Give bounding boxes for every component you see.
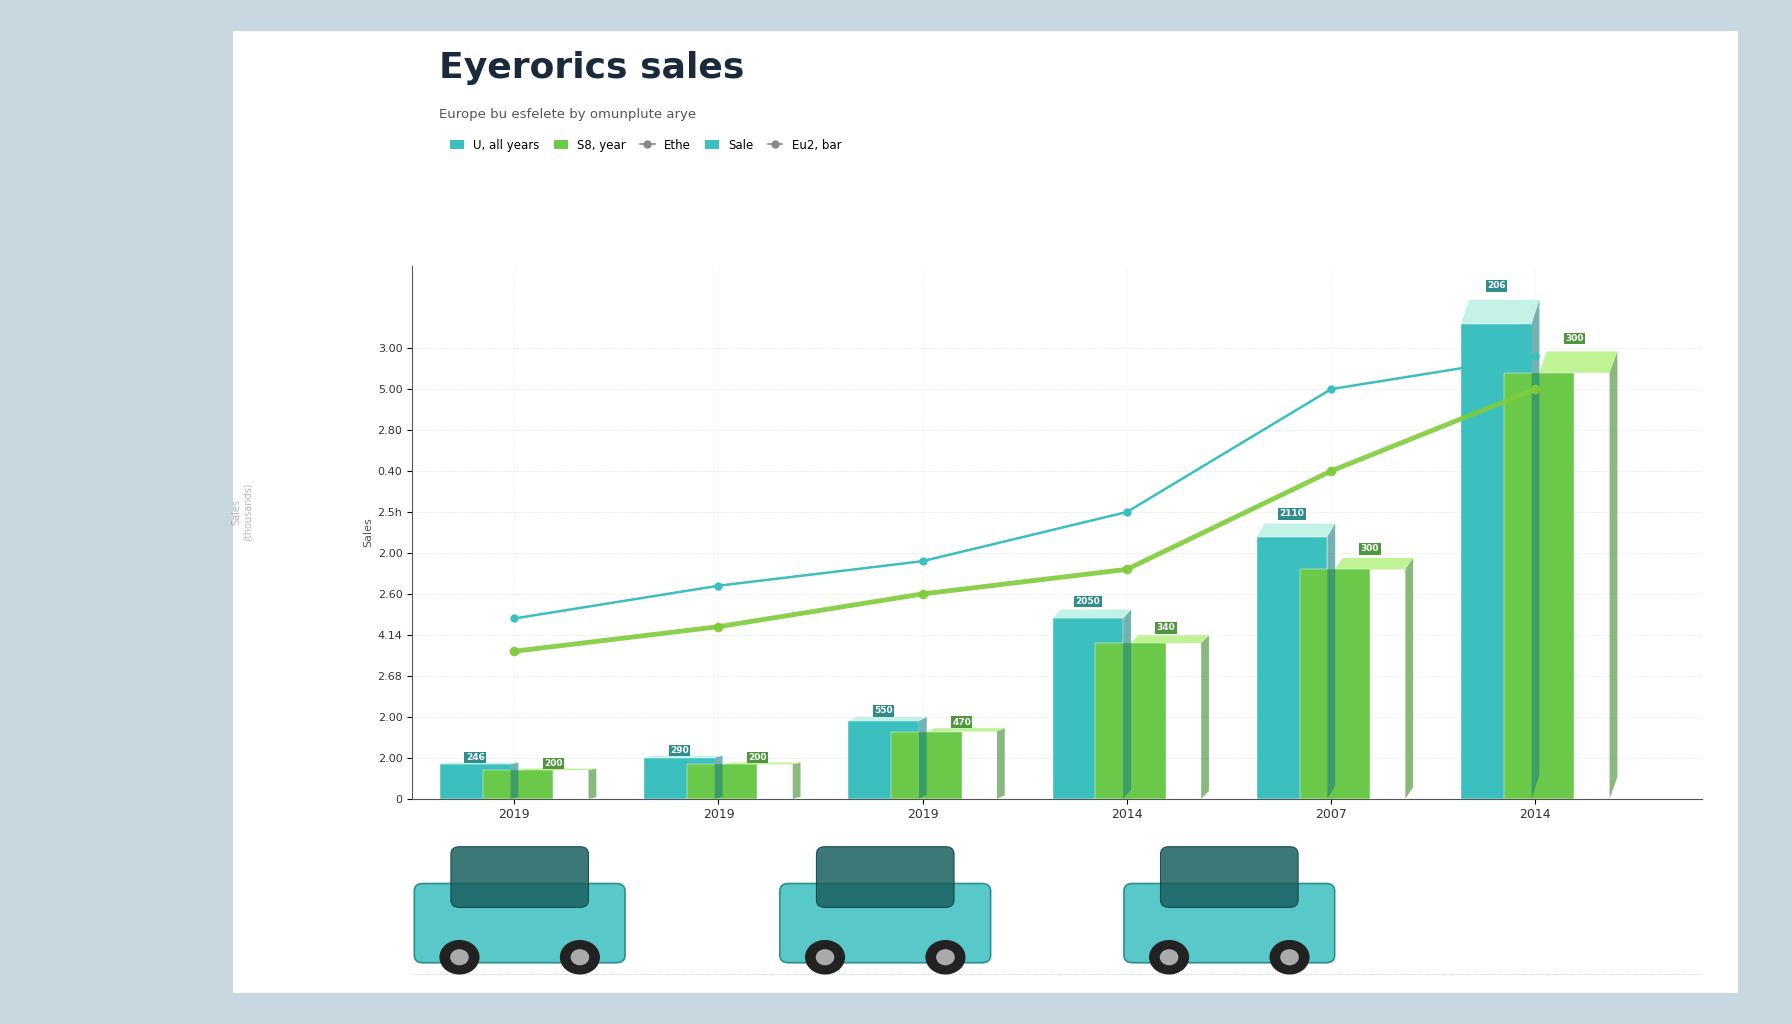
Polygon shape xyxy=(926,728,1005,731)
Text: 206: 206 xyxy=(1487,282,1505,291)
FancyBboxPatch shape xyxy=(780,884,991,963)
Polygon shape xyxy=(1460,300,1539,324)
Bar xyxy=(1299,569,1371,799)
Bar xyxy=(1052,618,1124,799)
Y-axis label: Sales: Sales xyxy=(364,517,373,548)
Polygon shape xyxy=(1201,635,1210,799)
Polygon shape xyxy=(919,717,926,799)
Polygon shape xyxy=(441,763,518,764)
Text: 246: 246 xyxy=(466,753,484,762)
Polygon shape xyxy=(1328,523,1335,799)
Circle shape xyxy=(452,950,468,965)
Polygon shape xyxy=(1335,558,1414,569)
Polygon shape xyxy=(715,756,722,799)
Text: 340: 340 xyxy=(1156,624,1176,632)
Text: 550: 550 xyxy=(874,707,892,716)
Circle shape xyxy=(937,950,953,965)
Polygon shape xyxy=(1405,558,1414,799)
Polygon shape xyxy=(511,763,518,799)
Circle shape xyxy=(817,950,833,965)
Polygon shape xyxy=(588,769,597,799)
Circle shape xyxy=(441,941,478,974)
Bar xyxy=(686,764,758,799)
Polygon shape xyxy=(996,728,1005,799)
FancyBboxPatch shape xyxy=(452,847,588,907)
Polygon shape xyxy=(1052,609,1131,618)
Text: 470: 470 xyxy=(952,718,971,727)
Circle shape xyxy=(806,941,844,974)
Circle shape xyxy=(1271,941,1308,974)
Bar xyxy=(441,764,511,799)
Text: Sales
(thousands): Sales (thousands) xyxy=(231,482,253,542)
Circle shape xyxy=(1161,950,1177,965)
Bar xyxy=(1503,373,1575,799)
Bar xyxy=(891,731,962,799)
Text: Europe bu esfelete by omunplute arye: Europe bu esfelete by omunplute arye xyxy=(439,108,695,121)
Text: Eyerorics sales: Eyerorics sales xyxy=(439,51,744,85)
Polygon shape xyxy=(1532,300,1539,799)
Legend: U, all years, S8, year, Ethe, Sale, Eu2, bar: U, all years, S8, year, Ethe, Sale, Eu2,… xyxy=(444,134,846,157)
Polygon shape xyxy=(1131,635,1210,643)
FancyBboxPatch shape xyxy=(817,847,953,907)
Text: 290: 290 xyxy=(670,745,688,755)
Circle shape xyxy=(572,950,588,965)
Circle shape xyxy=(1281,950,1297,965)
Text: 300: 300 xyxy=(1360,545,1380,553)
Polygon shape xyxy=(1539,351,1618,373)
FancyBboxPatch shape xyxy=(1161,847,1297,907)
Polygon shape xyxy=(518,769,597,770)
Bar xyxy=(643,758,715,799)
Polygon shape xyxy=(1609,351,1618,799)
Polygon shape xyxy=(1124,609,1131,799)
Polygon shape xyxy=(643,756,722,758)
Circle shape xyxy=(1150,941,1188,974)
Bar xyxy=(1460,324,1532,799)
Bar xyxy=(482,770,554,799)
Polygon shape xyxy=(1256,523,1335,537)
Polygon shape xyxy=(792,763,801,799)
FancyBboxPatch shape xyxy=(414,884,625,963)
Text: 2050: 2050 xyxy=(1075,597,1100,606)
Bar xyxy=(848,721,919,799)
Text: 300: 300 xyxy=(1564,334,1584,343)
Bar xyxy=(1095,643,1167,799)
Polygon shape xyxy=(848,717,926,721)
Text: 2110: 2110 xyxy=(1279,509,1305,518)
Text: 200: 200 xyxy=(545,759,563,768)
Text: 200: 200 xyxy=(749,753,767,762)
FancyBboxPatch shape xyxy=(1124,884,1335,963)
Circle shape xyxy=(926,941,964,974)
Bar xyxy=(1256,537,1328,799)
Polygon shape xyxy=(722,763,801,764)
Circle shape xyxy=(561,941,599,974)
